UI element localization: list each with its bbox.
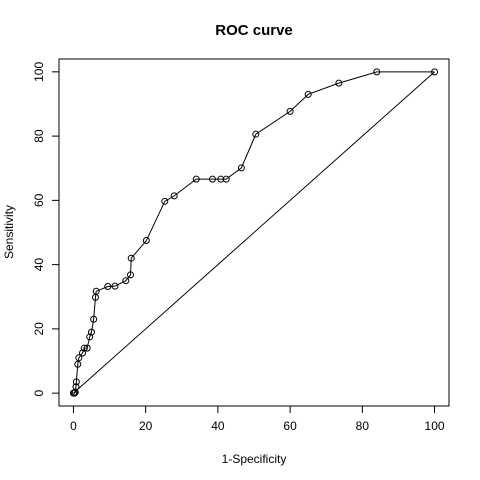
x-tick-label: 40 [211,419,225,433]
roc-point [104,282,112,290]
roc-point [74,360,82,368]
roc-point [127,271,134,279]
roc-point [431,68,439,76]
roc-point [75,354,83,362]
y-tick-label: 100 [32,62,46,82]
x-tick-label: 20 [139,419,153,433]
y-tick-label: 20 [32,322,46,336]
roc-point [304,90,312,98]
roc-point [222,175,230,183]
roc-point [170,192,178,200]
roc-point [78,349,86,357]
x-tick-label: 60 [283,419,297,433]
x-tick-label: 100 [425,419,445,433]
diagonal-reference-line [73,71,435,394]
roc-point [88,328,95,336]
y-axis-label: Sensitivity [2,205,16,259]
roc-point [83,344,91,352]
roc-point [161,197,169,205]
roc-point [71,389,79,397]
roc-point [237,164,245,172]
roc-point [127,254,135,262]
roc-point [192,175,200,183]
roc-point [72,383,80,391]
roc-point [286,107,294,115]
chart-title: ROC curve [215,22,293,39]
x-axis-label: 1-Specificity [222,452,287,466]
y-axis: 0 20 40 60 80 100 [32,62,60,396]
roc-point [373,68,381,76]
roc-point [252,130,260,138]
roc-point [217,175,225,183]
roc-point [92,287,100,295]
roc-points [69,68,439,397]
x-tick-label: 80 [356,419,370,433]
roc-point [80,344,88,352]
roc-point [335,79,343,87]
roc-point [142,237,150,245]
roc-point [86,333,94,341]
x-tick-label: 0 [70,419,77,433]
roc-point [122,277,130,285]
y-tick-label: 0 [32,389,46,396]
diagonal-line [73,71,435,394]
roc-point [72,378,80,386]
y-tick-label: 40 [32,258,46,272]
roc-point [111,282,119,290]
x-axis: 0 20 40 60 80 100 [70,405,445,433]
roc-point [90,315,98,323]
y-tick-label: 60 [32,193,46,207]
roc-point [208,175,216,183]
y-tick-label: 80 [32,129,46,143]
